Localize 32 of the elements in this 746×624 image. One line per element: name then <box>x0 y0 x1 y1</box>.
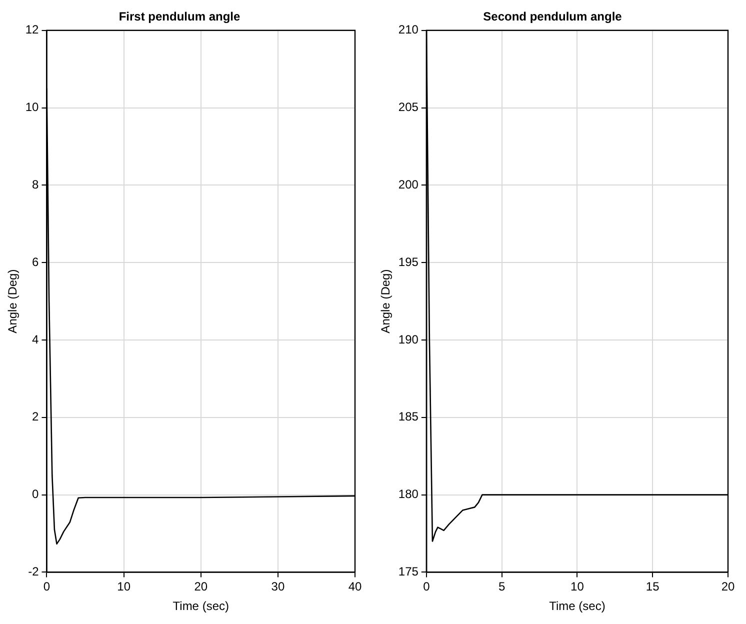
y-tick-label: 4 <box>32 332 40 346</box>
y-axis-title: Angle (Deg) <box>6 269 20 334</box>
x-tick-label: 40 <box>348 580 362 594</box>
y-tick-label: 175 <box>398 564 419 579</box>
y-tick-label: 200 <box>398 178 419 192</box>
y-tick-label: 8 <box>32 178 40 192</box>
x-tick-label: 20 <box>194 580 208 594</box>
x-axis-title: Time (sec) <box>549 599 606 614</box>
y-axis-title: Angle (Deg) <box>378 269 393 334</box>
y-tick-label: 195 <box>398 254 419 269</box>
y-tick-label: 6 <box>32 254 40 269</box>
x-tick-label: 15 <box>646 580 660 594</box>
x-tick-label: 30 <box>271 580 285 594</box>
y-tick-label: 2 <box>32 410 40 424</box>
y-tick-label: -2 <box>28 564 40 579</box>
x-tick-label: 10 <box>117 580 131 594</box>
x-tick-label: 0 <box>423 580 430 594</box>
chart-title: Second pendulum angle <box>483 10 622 24</box>
y-tick-label: 185 <box>398 410 419 424</box>
y-tick-label: 0 <box>32 487 40 502</box>
y-tick-label: 210 <box>398 22 419 37</box>
x-tick-label: 20 <box>721 580 735 594</box>
x-axis-title: Time (sec) <box>172 599 229 614</box>
x-tick-label: 0 <box>43 580 50 594</box>
x-tick-label: 5 <box>498 580 506 594</box>
y-tick-label: 12 <box>25 22 40 37</box>
chart-title: First pendulum angle <box>118 10 240 24</box>
y-tick-label: 205 <box>398 100 419 114</box>
y-tick-label: 10 <box>25 100 40 114</box>
x-tick-label: 10 <box>570 580 584 594</box>
y-tick-label: 180 <box>398 487 419 502</box>
y-tick-label: 190 <box>398 332 419 346</box>
